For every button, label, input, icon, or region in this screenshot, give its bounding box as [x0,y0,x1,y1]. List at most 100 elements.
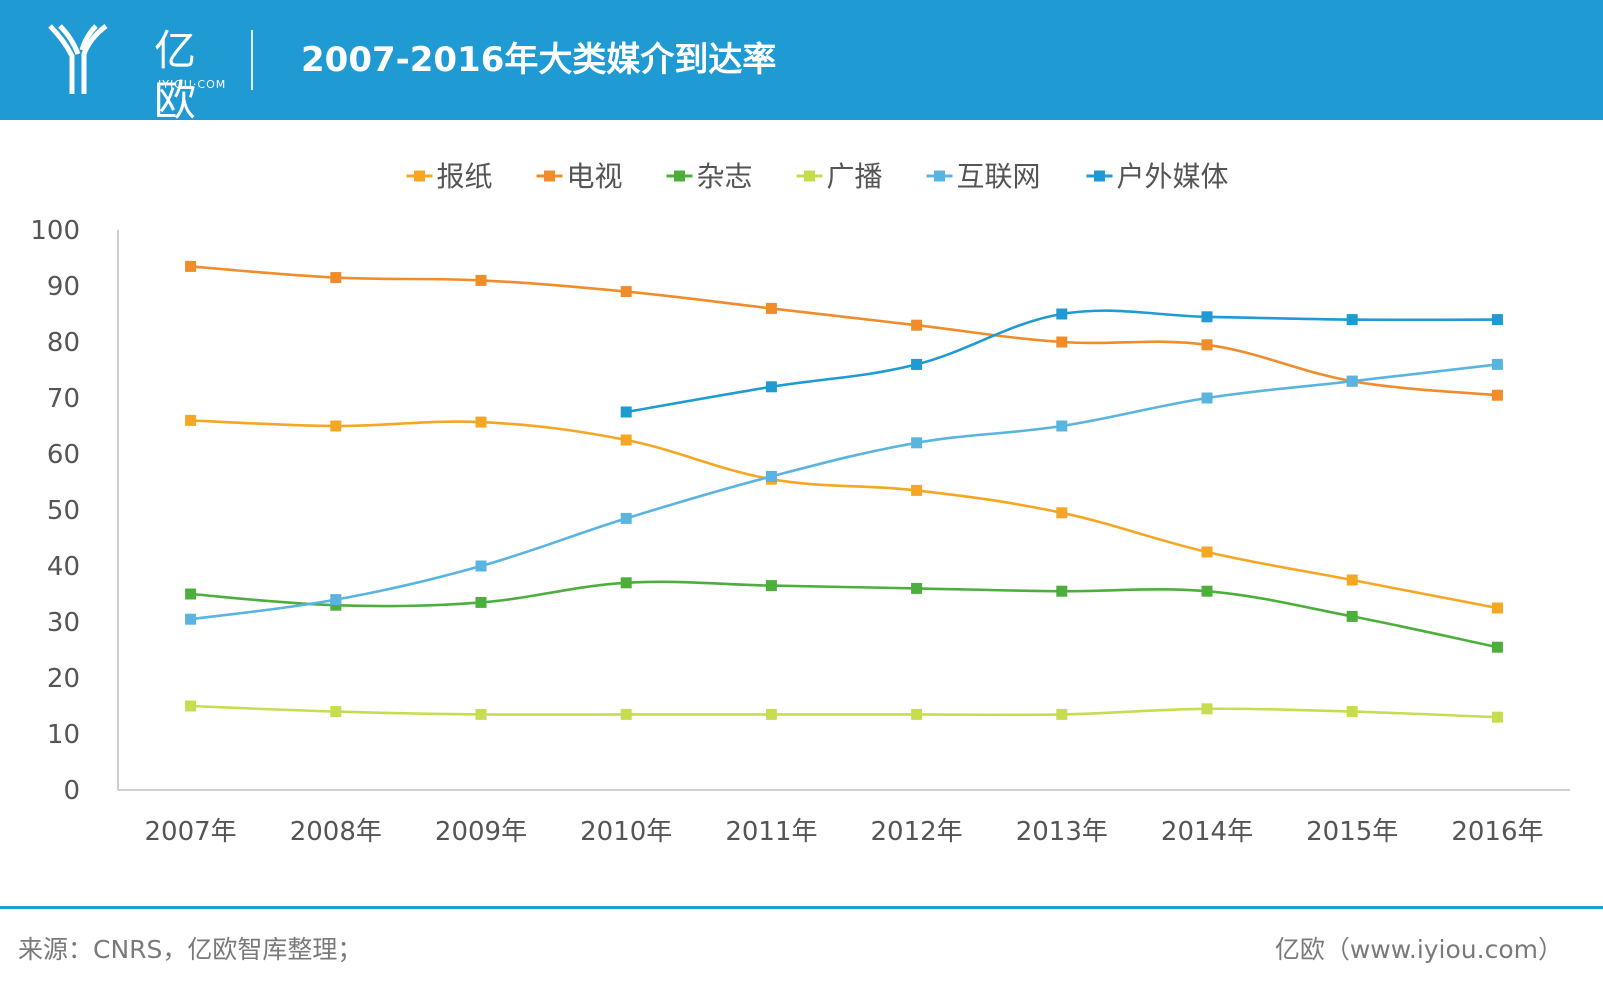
data-point [185,613,197,625]
data-point [911,358,923,370]
page-title: 2007-2016年大类媒介到达率 [301,40,777,80]
y-tick-label: 10 [47,720,80,750]
header-banner: 亿欧 IYIOU·COM 2007-2016年大类媒介到达率 [0,0,1603,125]
x-tick-label: 2009年 [435,817,527,847]
data-point [1491,641,1503,653]
legend-marker [1094,170,1105,182]
legend-label: 互联网 [957,160,1041,193]
series-2 [185,260,1503,401]
x-tick-label: 2010年 [580,817,672,847]
data-point [330,272,342,284]
data-point [1201,311,1213,323]
y-tick-label: 0 [63,776,80,806]
x-tick-label: 2011年 [725,817,817,847]
legend-label: 杂志 [697,160,753,193]
legend-label: 广播 [827,160,883,193]
series-line [625,309,1498,414]
y-tick-label: 30 [47,608,80,638]
y-tick-label: 90 [47,272,80,302]
legend-item: 互联网 [926,160,1041,193]
data-point [185,260,197,272]
data-point [1491,711,1503,723]
y-tick-label: 60 [47,440,80,470]
series-line [190,419,1498,610]
x-tick-label: 2015年 [1306,817,1398,847]
series-4 [185,700,1503,723]
x-tick-label: 2007年 [145,817,237,847]
data-point [1491,358,1503,370]
data-point [620,286,632,298]
data-point [620,406,632,418]
y-tick-label: 40 [47,552,80,582]
data-point [911,319,923,331]
logo-text: 亿欧 [154,26,199,125]
data-point [1056,585,1068,597]
data-point [185,700,197,712]
series-line [190,704,1498,719]
legend-item: 杂志 [666,160,753,193]
data-point [911,582,923,594]
y-tick-label: 100 [30,216,80,246]
footer-divider [0,906,1603,909]
legend-marker [544,170,555,182]
data-point [620,708,632,720]
legend-item: 广播 [796,160,883,193]
data-point [1201,339,1213,351]
data-point [1056,308,1068,320]
series-line [190,363,1498,621]
data-point [1491,314,1503,326]
data-point [1346,375,1358,387]
data-point [330,594,342,606]
logo-y-icon [48,24,108,94]
data-point [1491,602,1503,614]
series-3 [185,577,1503,653]
data-point [1056,336,1068,348]
x-tick-label: 2013年 [1016,817,1108,847]
data-point [185,414,197,426]
source-note: 来源：CNRS，亿欧智库整理； [18,935,363,964]
series-5 [185,358,1503,625]
y-tick-label: 70 [47,384,80,414]
data-point [185,588,197,600]
y-tick-label: 80 [47,328,80,358]
data-point [765,302,777,314]
legend-marker [804,170,815,182]
data-point [911,437,923,449]
legend-label: 报纸 [437,160,493,193]
y-tick-label: 50 [47,496,80,526]
data-point [1201,703,1213,715]
data-point [475,274,487,286]
data-point [1056,708,1068,720]
legend-item: 电视 [536,160,623,193]
series-1 [185,414,1503,614]
line-chart: 0 10 20 30 40 50 60 70 80 90 100 2007年 2008年 2009年 201… [30,160,1570,847]
iyiou-logo: 亿欧 IYIOU·COM [44,20,225,125]
legend-item: 户外媒体 [1086,160,1229,193]
credit-note: 亿欧（www.iyiou.com） [1274,935,1563,964]
legend-marker [414,170,425,182]
legend-label: 电视 [567,160,623,193]
data-point [475,560,487,572]
data-point [620,434,632,446]
data-point [765,580,777,592]
data-point [620,577,632,589]
data-point [1201,392,1213,404]
header-divider [251,30,253,90]
legend-label: 户外媒体 [1117,160,1229,193]
data-point [911,484,923,496]
data-point [475,596,487,608]
legend-item: 报纸 [406,160,493,193]
data-point [1346,574,1358,586]
data-point [1346,314,1358,326]
series-line [190,265,1498,397]
data-point [475,416,487,428]
series-6 [620,308,1503,418]
data-point [765,381,777,393]
data-point [1056,507,1068,519]
data-point [1346,610,1358,622]
x-tick-label: 2012年 [871,817,963,847]
x-tick-label: 2016年 [1451,817,1543,847]
data-point [620,512,632,524]
data-point [1491,389,1503,401]
logo-subtext: IYIOU·COM [158,78,227,91]
